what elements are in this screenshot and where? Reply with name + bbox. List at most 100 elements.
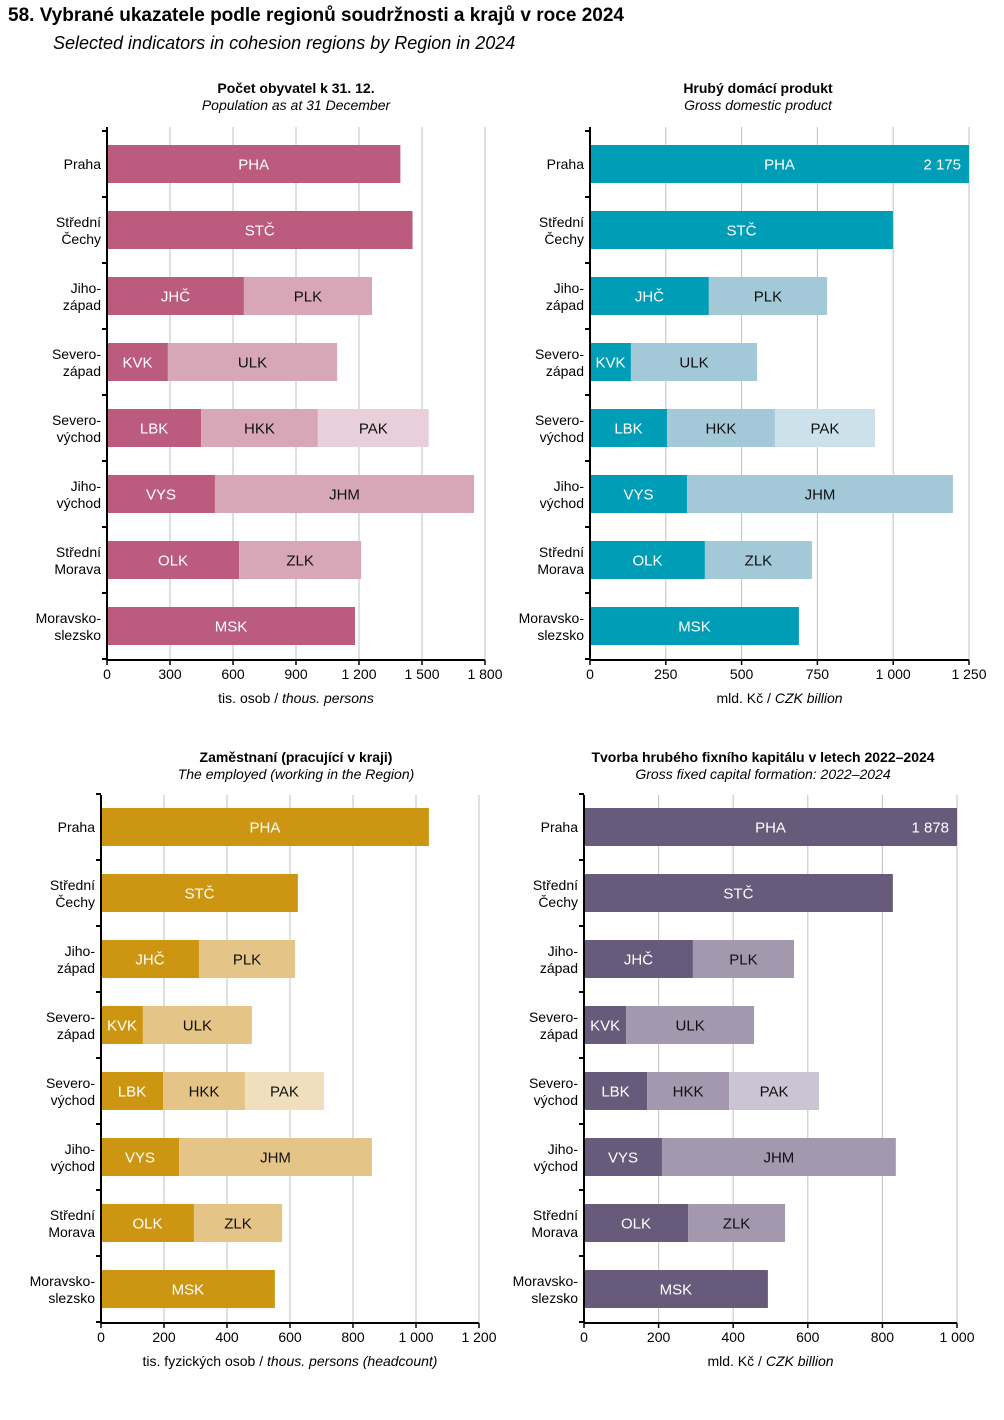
category-label: západ [540,1026,578,1042]
category-label: východ [540,429,584,445]
category-label: Jiho- [548,943,579,959]
category-label: Jiho- [71,478,102,494]
x-tick-label: 0 [97,1329,105,1345]
x-tick-label: 200 [152,1329,176,1345]
bar-segment-pha [107,145,401,183]
bar-segment-zlk [239,541,362,579]
bar-label: JHČ [161,289,190,306]
category-label: Střední [50,877,95,893]
bar-segment-hkk [201,409,318,447]
category-label: západ [63,297,101,313]
bar-label: ULK [679,355,708,372]
bar-label: ZLK [745,553,773,570]
category-label: Praha [64,156,102,172]
bar-segment-hkk [667,409,775,447]
x-axis-label-en: CZK billion [766,1353,834,1369]
bar-segment-stč [101,874,298,912]
bar-segment-pha [101,808,429,846]
category-label: Severo- [529,1075,578,1091]
bar-label: JHM [805,487,836,504]
chart-subtitle: Gross domestic product [684,97,833,113]
x-tick-label: 300 [158,666,182,682]
bar-segment-kvk [107,343,168,381]
bar-label: PLK [754,289,782,306]
bar-segment-jhč [584,940,693,978]
bar-label: VYS [146,487,176,504]
x-tick-label: 200 [647,1329,671,1345]
bar-segment-pha [584,808,957,846]
bar-segment-olk [590,541,705,579]
category-label: Jiho- [71,280,102,296]
category-label: Praha [547,156,585,172]
category-label: západ [546,363,584,379]
bar-segment-zlk [193,1204,283,1242]
category-label: Moravsko- [519,610,585,626]
category-label: Severo- [52,346,101,362]
bar-label: JHM [329,487,360,504]
bar-label: PHA [755,820,786,837]
bar-segment-msk [590,607,799,645]
bar-label: ZLK [224,1216,252,1233]
x-tick-label: 1 800 [467,666,502,682]
category-label: Severo- [535,346,584,362]
bar-label: VYS [624,487,654,504]
category-label: Střední [56,544,101,560]
category-label: Morava [48,1224,95,1240]
bar-label: ULK [238,355,267,372]
x-tick-label: 800 [871,1329,895,1345]
bar-segment-olk [107,541,240,579]
category-label: Morava [531,1224,578,1240]
bar-label: PHA [764,157,795,174]
bar-label: ULK [676,1018,705,1035]
bar-label: MSK [172,1282,205,1299]
category-label: Čechy [538,894,578,910]
page-title: 58. Vybrané ukazatele podle regionů soud… [8,5,624,26]
bar-segment-vys [107,475,215,513]
bar-segment-pak [729,1072,819,1110]
x-tick-label: 1 000 [939,1329,974,1345]
bar-segment-vys [101,1138,180,1176]
category-label: Jiho- [554,280,585,296]
bar-label: PLK [729,952,757,969]
category-label: Moravsko- [36,610,102,626]
category-label: Jiho- [554,478,585,494]
bar-label: LBK [140,421,168,438]
bar-segment-plk [243,277,373,315]
category-label: Moravsko- [513,1273,579,1289]
category-label: východ [534,1092,578,1108]
category-label: Severo- [52,412,101,428]
chart-title: Zaměstnaní (pracující v kraji) [200,749,393,765]
bar-segment-zlk [688,1204,786,1242]
category-label: Jiho- [65,1141,96,1157]
bar-segment-lbk [590,409,668,447]
bar-label: OLK [132,1216,162,1233]
data-label: 2 175 [923,157,961,174]
bar-segment-pak [317,409,429,447]
x-tick-label: 1 200 [461,1329,496,1345]
bar-label: PAK [760,1084,789,1101]
category-label: Čechy [61,231,101,247]
x-tick-label: 750 [806,666,830,682]
category-label: Čechy [544,231,584,247]
bar-label: PHA [238,157,269,174]
category-label: Střední [533,877,578,893]
x-tick-label: 800 [341,1329,365,1345]
bar-segment-jhm [214,475,475,513]
bar-label: OLK [158,553,188,570]
x-tick-label: 0 [103,666,111,682]
x-tick-label: 600 [221,666,245,682]
bar-segment-msk [584,1270,768,1308]
x-tick-label: 600 [796,1329,820,1345]
x-axis-label-en: CZK billion [775,690,843,706]
category-label: Morava [537,561,584,577]
category-label: západ [546,297,584,313]
x-tick-label: 1 000 [398,1329,433,1345]
category-label: slezsko [54,627,101,643]
category-label: východ [57,429,101,445]
chart-subtitle: Gross fixed capital formation: 2022–2024 [635,766,890,782]
bar-segment-lbk [584,1072,648,1110]
bar-label: MSK [215,619,248,636]
x-axis-label-en: thous. persons [282,690,374,706]
category-label: Moravsko- [30,1273,96,1289]
bar-segment-kvk [101,1006,143,1044]
